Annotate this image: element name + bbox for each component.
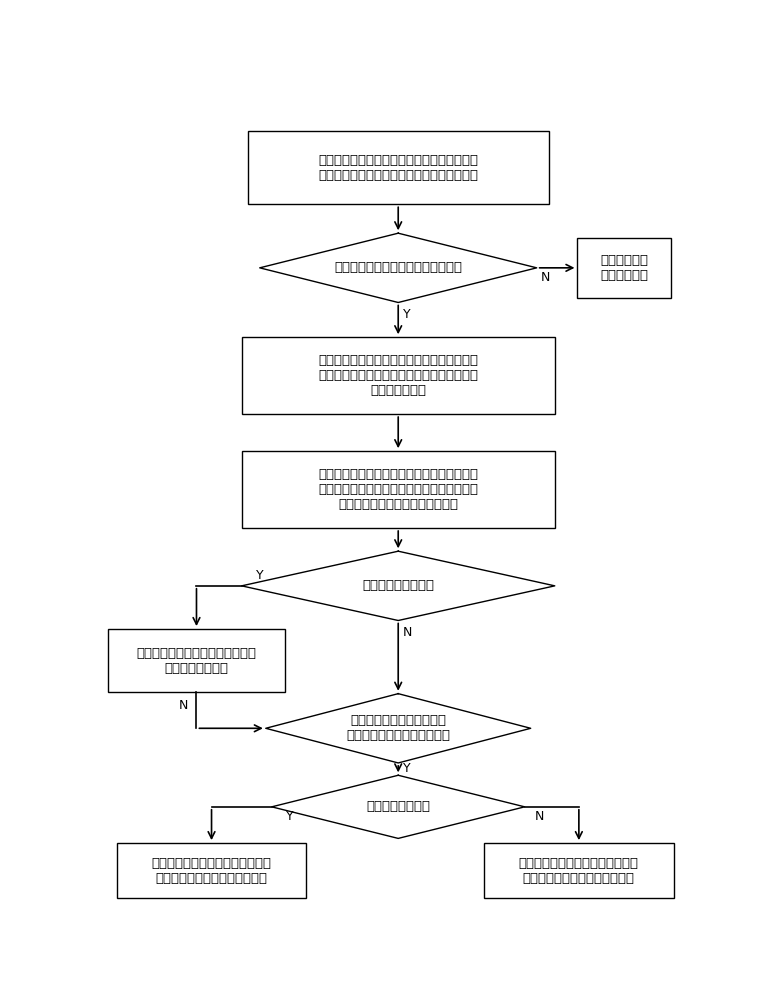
Text: 冷热感知度为冷？: 冷热感知度为冷？	[366, 800, 430, 813]
FancyBboxPatch shape	[242, 337, 555, 414]
Text: 空调温度控制模块每隔设定的时间
间隔，自动调高空调的设置温度: 空调温度控制模块每隔设定的时间 间隔，自动调高空调的设置温度	[152, 857, 271, 885]
FancyBboxPatch shape	[484, 843, 674, 898]
Text: 可穿戴体温分
析设备不工作: 可穿戴体温分 析设备不工作	[600, 254, 648, 282]
FancyBboxPatch shape	[108, 629, 285, 692]
Text: N: N	[402, 626, 412, 639]
Text: Y: Y	[256, 569, 263, 582]
Text: N: N	[179, 699, 188, 712]
Text: Y: Y	[403, 762, 411, 775]
Text: 空调温度控制模块自动将空调调整
至低功耗运行模式: 空调温度控制模块自动将空调调整 至低功耗运行模式	[137, 647, 256, 675]
Text: N: N	[541, 271, 550, 284]
Text: 冷热感知度为适中？: 冷热感知度为适中？	[362, 579, 434, 592]
FancyBboxPatch shape	[117, 843, 306, 898]
FancyBboxPatch shape	[248, 131, 549, 204]
Text: 核心处理器接收电容式皮肤接触传感器的信息
，判断可穿戴体温分析设备是否穿戴在人体上: 核心处理器接收电容式皮肤接触传感器的信息 ，判断可穿戴体温分析设备是否穿戴在人体…	[319, 154, 478, 182]
Text: 空调设置温度和室内环境温
度的温差大于设定的温差阈值: 空调设置温度和室内环境温 度的温差大于设定的温差阈值	[347, 714, 450, 742]
FancyBboxPatch shape	[577, 238, 671, 298]
Text: 可穿戴体温分析设备穿戴在人体上？: 可穿戴体温分析设备穿戴在人体上？	[334, 261, 462, 274]
FancyBboxPatch shape	[242, 451, 555, 528]
Text: Y: Y	[286, 810, 294, 823]
Text: N: N	[535, 810, 545, 823]
Text: 核心处理器分析人体冷热感知度，并把分析结
果以及人体皮肤温度和周边环境温度通过无线
传输模块发送给空调温度控制模块: 核心处理器分析人体冷热感知度，并把分析结 果以及人体皮肤温度和周边环境温度通过无…	[319, 468, 478, 511]
Text: Y: Y	[403, 308, 411, 321]
Text: 环境温度传感器实时检测室内环境温度，热敏
电阻温度传感器实时检测人体皮肤温度，并发
送给核心处理器: 环境温度传感器实时检测室内环境温度，热敏 电阻温度传感器实时检测人体皮肤温度，并…	[319, 354, 478, 397]
Text: 空调温度控制模块每隔设定的时间
间隔，自动调低空调的设置温度: 空调温度控制模块每隔设定的时间 间隔，自动调低空调的设置温度	[519, 857, 639, 885]
